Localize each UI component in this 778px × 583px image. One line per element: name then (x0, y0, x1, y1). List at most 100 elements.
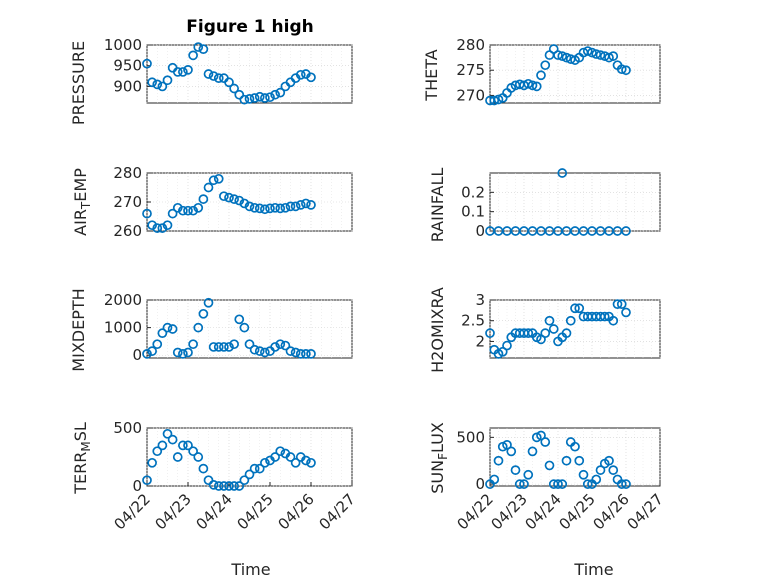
y-tick-label: 0 (132, 477, 142, 495)
data-point (510, 465, 521, 475)
y-tick-label: 270 (113, 193, 142, 211)
data-point (306, 349, 316, 359)
data-point (301, 455, 311, 466)
data-point (193, 202, 204, 213)
data-point (162, 75, 173, 86)
data-point (157, 81, 168, 92)
data-point (142, 58, 152, 69)
x-tick-label: 04/25 (556, 490, 599, 533)
data-point (608, 51, 619, 61)
data-point (224, 192, 234, 203)
data-point (260, 347, 270, 358)
data-point (306, 457, 316, 468)
data-point (536, 70, 546, 81)
data-point (285, 201, 296, 212)
data-point (270, 202, 280, 213)
axes-box (489, 172, 661, 232)
data-point (244, 339, 255, 350)
data-point (239, 475, 250, 486)
data-point (616, 479, 627, 489)
data-point (234, 195, 245, 206)
data-point (167, 324, 178, 334)
data-point (506, 446, 517, 457)
subplot-terr-msl: TERRMSL Time 050004/2204/2304/2404/2504/… (71, 419, 359, 579)
data-point (234, 89, 245, 100)
y-tick-label: 0 (475, 222, 485, 240)
data-point (561, 328, 572, 338)
data-point (290, 347, 301, 358)
data-point (162, 322, 173, 333)
data-point (188, 446, 198, 457)
data-point (285, 452, 296, 462)
data-point (582, 46, 593, 56)
data-point (193, 322, 204, 333)
data-point (208, 479, 219, 490)
data-point (198, 308, 209, 319)
data-point (172, 202, 183, 213)
y-tick-label: 500 (113, 419, 142, 437)
data-point (183, 347, 193, 358)
data-point (265, 203, 275, 214)
subplot-theta: THETA 270 275 280 (422, 36, 661, 106)
x-tick-label: 04/25 (234, 490, 277, 533)
y-tick-label: 280 (456, 36, 485, 54)
data-point (229, 194, 239, 204)
data-point (188, 205, 198, 216)
data-point (244, 201, 255, 212)
data-point (523, 78, 534, 89)
x-tick-label: 04/23 (488, 490, 531, 533)
data-point (193, 452, 204, 462)
data-point (306, 200, 316, 210)
x-tick-label: 04/24 (193, 490, 236, 533)
data-point (203, 182, 214, 193)
y-tick-label: 500 (456, 428, 485, 446)
data-point (208, 175, 219, 186)
data-point (193, 42, 204, 52)
data-point (275, 446, 286, 457)
figure-title: Figure 1 high (186, 17, 314, 37)
data-point (254, 203, 265, 214)
rainfall-ylabel: RAINFALL (428, 168, 447, 243)
data-point (561, 52, 572, 63)
subplot-h2omixra: H2OMIXRA 2 2.5 3 (428, 287, 661, 373)
data-point (557, 51, 568, 61)
data-point (249, 344, 260, 355)
data-point (582, 479, 593, 489)
data-point (540, 328, 551, 338)
y-tick-label: 0 (132, 346, 142, 364)
y-tick-label: 2 (475, 332, 485, 350)
subplot-rainfall: RAINFALL 00.1 0.2 (428, 168, 661, 243)
data-point (540, 437, 551, 447)
data-point (485, 328, 495, 338)
data-point (553, 479, 563, 489)
data-point (604, 455, 614, 466)
y-tick-label: 3 (475, 291, 485, 309)
data-point (142, 208, 152, 219)
data-point (162, 220, 173, 231)
data-point (162, 428, 173, 439)
data-point (224, 481, 234, 491)
h2omixra-ylabel: H2OMIXRA (428, 287, 447, 373)
data-point (527, 80, 538, 91)
data-point (493, 94, 504, 105)
data-point (249, 202, 260, 213)
data-point (234, 314, 245, 325)
data-point (290, 201, 301, 212)
data-point (295, 200, 306, 210)
data-point (147, 346, 157, 356)
data-point (489, 474, 500, 485)
data-point (167, 434, 178, 445)
data-point (234, 481, 245, 491)
data-point (301, 349, 311, 359)
y-tick-label: 2000 (104, 291, 142, 309)
data-point (198, 44, 209, 54)
data-point (295, 349, 306, 359)
data-point (213, 342, 224, 352)
data-point (565, 315, 576, 326)
data-point (493, 455, 504, 466)
data-point (178, 67, 188, 77)
data-point (621, 307, 631, 318)
y-tick-label: 280 (113, 164, 142, 182)
data-point (557, 168, 568, 178)
